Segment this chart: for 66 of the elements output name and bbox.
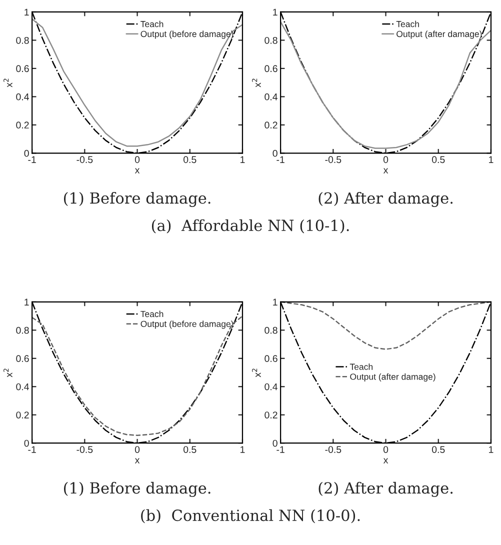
legend-label: Teach <box>396 20 419 28</box>
y-tick-label: 0.6 <box>16 65 29 72</box>
y-tick-label: 0.4 <box>16 93 30 100</box>
x-tick-label: 0.5 <box>432 156 445 164</box>
y-tick-label: 0.4 <box>264 93 278 100</box>
x-tick-label: 1 <box>240 446 245 453</box>
y-tick-label: 1 <box>24 8 29 16</box>
y-axis-title: x$^{2}$ <box>4 78 12 88</box>
legend-label: Output (before damage) <box>140 320 234 329</box>
x-tick-label: 0 <box>383 156 388 164</box>
x-axis-title: x <box>134 458 140 464</box>
y-tick-label: 1 <box>24 298 29 306</box>
x-tick-label: 1 <box>489 156 494 163</box>
x-tick-label: 1 <box>240 156 245 163</box>
x-tick-label: 0 <box>383 446 388 454</box>
x-tick-label: 0.5 <box>184 446 196 454</box>
y-tick-label: 0.2 <box>264 412 278 418</box>
y-tick-label: 0.4 <box>16 383 30 390</box>
x-tick-label: 0.5 <box>432 446 445 454</box>
y-axis-title: x$^{2}$ <box>4 368 12 378</box>
x-tick-label: 1 <box>489 446 494 453</box>
y-tick-label: 1 <box>273 8 278 16</box>
y-tick-label: 0.2 <box>16 412 29 418</box>
y-tick-label: 0 <box>272 150 278 157</box>
y-tick-label: 0.2 <box>264 122 278 129</box>
x-tick-label: -1 <box>28 156 36 163</box>
y-tick-label: 0.6 <box>16 355 29 362</box>
text: (1) Before damage. <box>64 192 210 207</box>
x-tick-label: -0.5 <box>76 446 93 454</box>
y-tick-label: 0.8 <box>264 36 278 44</box>
y-tick-label: 0 <box>24 440 29 447</box>
y-tick-label: 0.6 <box>264 65 278 72</box>
legend-label: Output (before damage) <box>140 30 234 39</box>
x-axis-title: x <box>383 168 388 174</box>
text: (2) After damage. <box>318 192 453 207</box>
legend-label: Output (after damage) <box>350 373 436 382</box>
text: (a) Affordable NN (10-1). <box>152 219 349 234</box>
y-axis-title: x$^{2}$ <box>252 78 261 88</box>
x-tick-label: 0 <box>134 156 140 164</box>
y-tick-label: 0.8 <box>16 326 29 334</box>
legend-label: Teach <box>350 363 373 370</box>
y-tick-label: 0.8 <box>264 326 278 334</box>
y-tick-label: 0 <box>24 150 29 157</box>
x-tick-label: -0.5 <box>325 156 342 164</box>
y-tick-label: 0.2 <box>16 122 29 129</box>
y-tick-label: 0.8 <box>16 36 29 44</box>
legend-label: Teach <box>140 310 164 318</box>
x-tick-label: -1 <box>276 156 284 163</box>
x-axis-title: x <box>383 458 388 464</box>
y-tick-label: 1 <box>273 298 278 306</box>
x-tick-label: 0.5 <box>184 156 196 164</box>
x-tick-label: -0.5 <box>325 446 342 454</box>
x-tick-label: -0.5 <box>76 156 93 164</box>
y-tick-label: 0.6 <box>264 355 278 362</box>
x-tick-label: 0 <box>134 446 140 454</box>
x-axis-title: x <box>134 168 140 174</box>
text: (1) Before damage. <box>64 482 210 497</box>
y-tick-label: 0 <box>272 440 278 447</box>
y-axis-title: x$^{2}$ <box>252 368 261 378</box>
x-tick-label: -1 <box>28 446 36 453</box>
legend-label: Teach <box>140 20 164 28</box>
text: (b) Conventional NN (10-0). <box>141 509 360 524</box>
x-tick-label: -1 <box>276 446 284 453</box>
y-tick-label: 0.4 <box>264 383 278 390</box>
legend-label: Output (after damage) <box>396 30 482 39</box>
text: (2) After damage. <box>318 482 453 497</box>
